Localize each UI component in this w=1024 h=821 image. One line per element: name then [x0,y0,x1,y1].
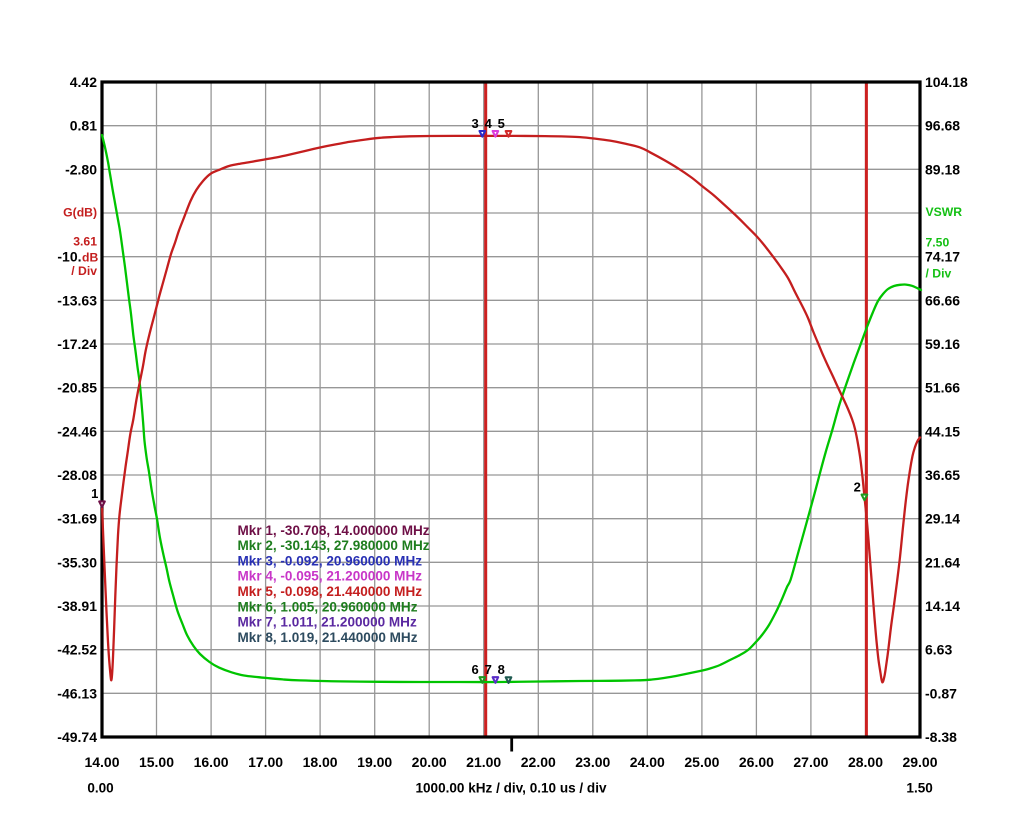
svg-text:-2.80: -2.80 [65,161,97,177]
svg-text:19.00: 19.00 [357,754,392,770]
svg-text:8: 8 [498,662,505,677]
svg-text:-20.85: -20.85 [57,380,97,396]
svg-text:21.00: 21.00 [466,754,501,770]
svg-text:1000.00 kHz / div, 0.10 us / d: 1000.00 kHz / div, 0.10 us / div [415,781,606,796]
svg-text:104.18: 104.18 [925,74,968,90]
svg-text:16.00: 16.00 [194,754,229,770]
svg-text:Mkr 2, -30.143, 27.980000 MHz: Mkr 2, -30.143, 27.980000 MHz [238,538,430,553]
svg-text:0.81: 0.81 [70,118,97,134]
svg-text:29.14: 29.14 [925,511,960,527]
svg-text:6.63: 6.63 [925,642,952,658]
svg-text:Mkr 4, -0.095, 21.200000 MHz: Mkr 4, -0.095, 21.200000 MHz [238,569,423,584]
svg-text:26.00: 26.00 [739,754,774,770]
svg-text:0.00: 0.00 [87,781,113,796]
svg-text:28.00: 28.00 [848,754,883,770]
svg-text:-10.: -10. [57,249,81,265]
svg-text:17.00: 17.00 [248,754,283,770]
svg-text:Mkr 6, 1.005, 20.960000 MHz: Mkr 6, 1.005, 20.960000 MHz [238,599,418,614]
svg-text:59.16: 59.16 [925,336,960,352]
svg-text:22.00: 22.00 [521,754,556,770]
svg-text:36.65: 36.65 [925,467,960,483]
svg-text:VSWR: VSWR [926,205,963,219]
svg-text:24.00: 24.00 [630,754,665,770]
svg-text:-46.13: -46.13 [57,685,97,701]
svg-text:-0.87: -0.87 [925,685,957,701]
svg-text:6: 6 [471,662,478,677]
svg-text:89.18: 89.18 [925,161,960,177]
svg-text:Mkr 8, 1.019, 21.440000 MHz: Mkr 8, 1.019, 21.440000 MHz [238,630,418,645]
svg-text:1.50: 1.50 [906,781,932,796]
svg-text:29.00: 29.00 [902,754,937,770]
svg-text:44.15: 44.15 [925,423,960,439]
svg-text:-17.24: -17.24 [57,336,97,352]
svg-text:66.66: 66.66 [925,292,960,308]
svg-text:27.00: 27.00 [793,754,828,770]
svg-text:-38.91: -38.91 [57,598,97,614]
svg-text:5: 5 [498,116,505,131]
svg-text:74.17: 74.17 [925,249,960,265]
svg-text:-8.38: -8.38 [925,729,957,745]
svg-text:21.64: 21.64 [925,554,960,570]
svg-text:25.00: 25.00 [684,754,719,770]
svg-text:14.00: 14.00 [84,754,119,770]
svg-text:Mkr 7, 1.011, 21.200000 MHz: Mkr 7, 1.011, 21.200000 MHz [238,615,417,630]
svg-text:-13.63: -13.63 [57,292,97,308]
svg-text:18.00: 18.00 [303,754,338,770]
svg-text:G(dB): G(dB) [63,205,97,219]
svg-text:23.00: 23.00 [575,754,610,770]
svg-text:-49.74: -49.74 [57,729,97,745]
svg-text:Mkr 3, -0.092, 20.960000 MHz: Mkr 3, -0.092, 20.960000 MHz [238,553,423,568]
svg-text:2: 2 [854,479,861,494]
svg-text:7: 7 [485,662,492,677]
svg-text:Mkr 1, -30.708, 14.000000 MHz: Mkr 1, -30.708, 14.000000 MHz [238,523,430,538]
svg-text:-42.52: -42.52 [57,642,97,658]
svg-text:20.00: 20.00 [412,754,447,770]
svg-text:3.61: 3.61 [73,234,97,248]
svg-text:-35.30: -35.30 [57,554,97,570]
svg-text:51.66: 51.66 [925,380,960,396]
svg-text:dB: dB [82,251,98,265]
svg-text:-24.46: -24.46 [57,423,97,439]
svg-text:3: 3 [471,116,478,131]
svg-text:1: 1 [91,486,98,501]
svg-text:Mkr 5, -0.098, 21.440000 MHz: Mkr 5, -0.098, 21.440000 MHz [238,584,423,599]
svg-text:14.14: 14.14 [925,598,960,614]
svg-text:15.00: 15.00 [139,754,174,770]
svg-text:96.68: 96.68 [925,118,960,134]
svg-text:4: 4 [485,116,493,131]
svg-text:/ Div: / Div [926,266,952,280]
svg-text:-31.69: -31.69 [57,511,97,527]
svg-text:-28.08: -28.08 [57,467,97,483]
svg-text:7.50: 7.50 [926,236,950,250]
svg-text:4.42: 4.42 [70,74,97,90]
svg-text:/ Div: / Div [71,264,97,278]
